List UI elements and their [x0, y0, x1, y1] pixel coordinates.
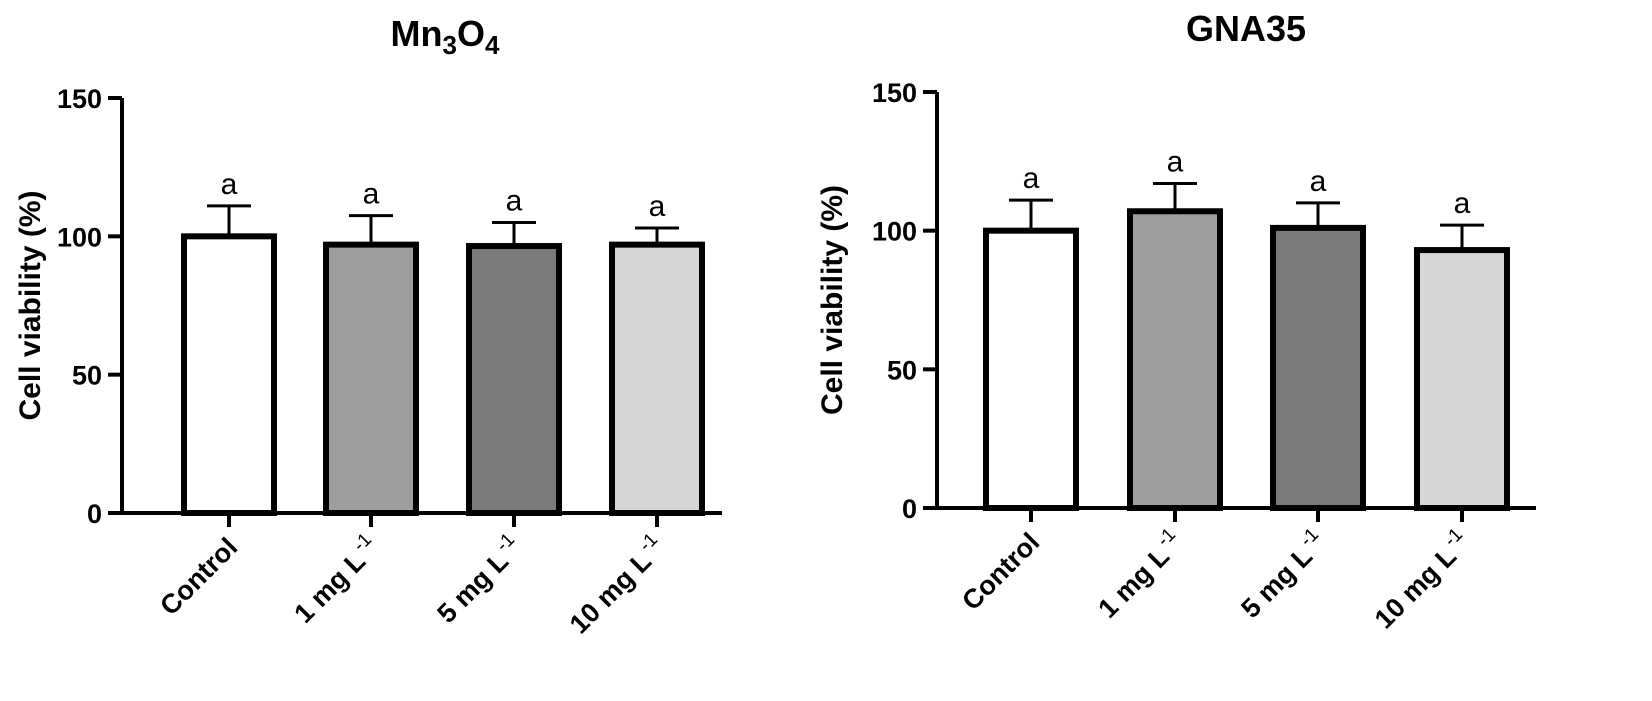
y-axis-label: Cell viability (%)	[14, 190, 47, 420]
chart-title-part: 3	[443, 30, 457, 60]
significance-label: a	[1167, 146, 1184, 179]
y-tick-label: 0	[87, 499, 102, 529]
chart-title: GNA35	[1186, 8, 1306, 49]
bar	[983, 227, 1079, 512]
bar	[1270, 224, 1366, 511]
x-tick-label: 5 mg L-1	[1233, 524, 1333, 624]
chart-title-part: GNA35	[1186, 8, 1306, 49]
chart-panel-mn3o4: Mn3O4 Cell viability (%) 0 50 100 150 a Control…	[14, 13, 722, 639]
x-tick-label-main: 1 mg L	[1092, 541, 1175, 624]
bar	[1127, 208, 1223, 511]
bar	[323, 241, 419, 516]
chart-title-part: Mn	[391, 13, 443, 54]
x-tick-label-main: 5 mg L	[1235, 541, 1318, 624]
chart-title-part: O	[457, 13, 485, 54]
chart-title: Mn3O4	[391, 13, 500, 60]
y-tick-label: 50	[72, 361, 102, 391]
bar	[609, 241, 705, 516]
x-tick-label-main: 1 mg L	[288, 546, 371, 629]
significance-label: a	[1310, 165, 1327, 198]
chart-title-part: 4	[485, 30, 500, 60]
x-tick-label: 5 mg L-1	[429, 529, 529, 629]
y-tick-label: 100	[57, 222, 102, 252]
x-tick-label-main: 10 mg L	[564, 546, 657, 639]
x-tick-label-main: Control	[154, 532, 243, 621]
y-tick-label: 150	[57, 84, 102, 114]
bar	[466, 243, 562, 516]
x-tick-label: 1 mg L-1	[1090, 524, 1190, 624]
significance-label: a	[221, 168, 238, 201]
significance-label: a	[1454, 187, 1471, 220]
y-tick-label: 0	[902, 494, 917, 524]
chart-panel-gna35: GNA35 Cell viability (%) 0 50 100 150 a Control…	[816, 8, 1536, 634]
x-tick-label: 10 mg L-1	[1366, 524, 1476, 634]
x-tick-label: Control	[154, 532, 243, 621]
x-tick-label: 1 mg L-1	[286, 529, 386, 629]
significance-label: a	[1023, 162, 1040, 195]
y-tick-label: 100	[872, 217, 917, 247]
bar	[181, 233, 277, 516]
y-tick-label: 50	[887, 355, 917, 385]
x-tick-label-main: 5 mg L	[431, 546, 514, 629]
y-tick-label: 150	[872, 78, 917, 108]
x-tick-label: 10 mg L-1	[561, 529, 671, 639]
x-tick-label-main: Control	[956, 527, 1045, 616]
significance-label: a	[506, 185, 523, 218]
x-tick-label: Control	[956, 527, 1045, 616]
significance-label: a	[649, 190, 666, 223]
x-tick-label-main: 10 mg L	[1369, 541, 1462, 634]
significance-label: a	[363, 178, 380, 211]
bar	[1414, 247, 1510, 512]
y-axis-label: Cell viability (%)	[816, 185, 849, 415]
